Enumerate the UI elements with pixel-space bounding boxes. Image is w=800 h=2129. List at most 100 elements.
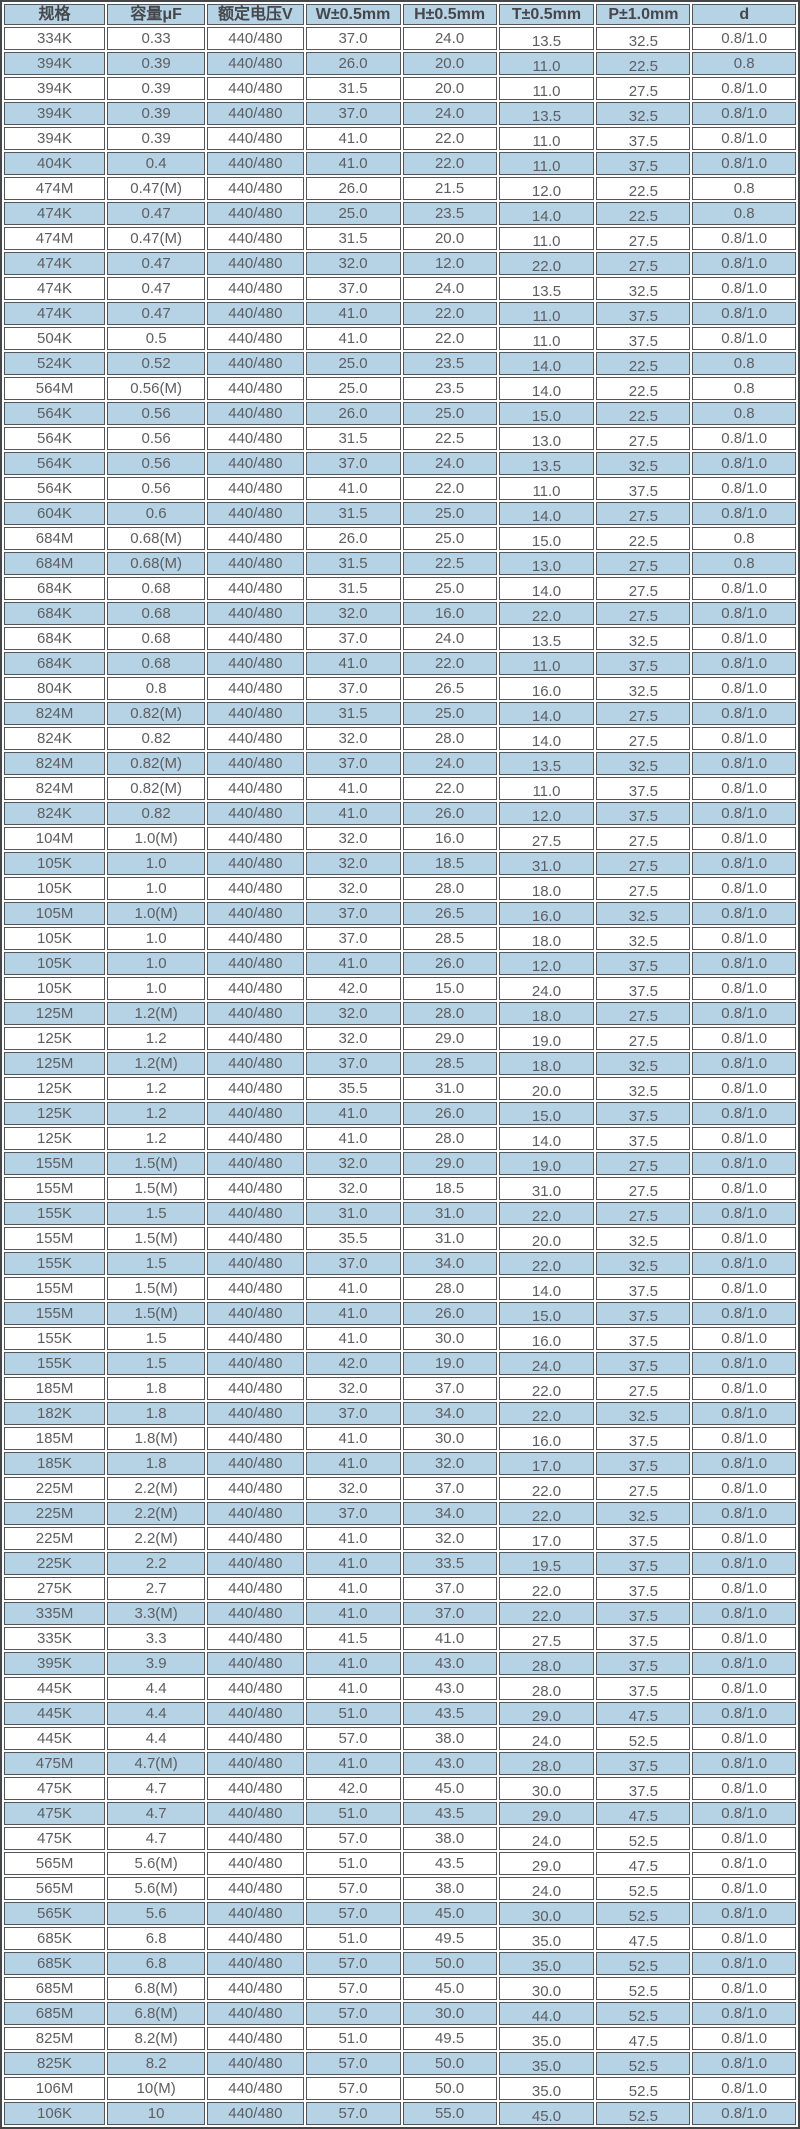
column-header-d: d [692,4,796,25]
cell-p: 27.5 [596,1002,691,1025]
cell-w: 37.0 [305,27,401,50]
cell-spec: 125K [4,1127,106,1150]
cell-w: 41.0 [305,1427,401,1450]
cell-spec: 565M [4,1852,106,1875]
cell-w: 41.5 [305,1627,401,1650]
table-row: 824K 0.82 440/480 32.0 28.0 14.0 27.5 0.8/1.0 [4,727,796,750]
column-header-capacity: 容量μF [107,4,206,25]
cell-h: 25.0 [402,577,497,600]
cell-spec: 155K [4,1202,106,1225]
cell-h: 23.5 [402,202,497,225]
cell-t: 11.0 [498,477,595,500]
cell-t: 19.0 [498,1027,595,1050]
table-row: 105K 1.0 440/480 42.0 15.0 24.0 37.5 0.8/1.0 [4,977,796,1000]
cell-voltage: 440/480 [207,202,304,225]
cell-h: 28.0 [402,727,497,750]
cell-p: 27.5 [596,1177,691,1200]
cell-capacity: 0.56 [107,402,206,425]
cell-capacity: 4.7 [107,1827,206,1850]
cell-p: 37.5 [596,1327,691,1350]
cell-p: 37.5 [596,152,691,175]
cell-t: 14.0 [498,1127,595,1150]
cell-h: 34.0 [402,1502,497,1525]
cell-t: 22.0 [498,1402,595,1425]
cell-h: 34.0 [402,1402,497,1425]
cell-voltage: 440/480 [207,1527,304,1550]
cell-p: 27.5 [596,827,691,850]
cell-capacity: 0.47 [107,302,206,325]
table-row: 524K 0.52 440/480 25.0 23.5 14.0 22.5 0.8 [4,352,796,375]
cell-t: 13.0 [498,552,595,575]
table-row: 105K 1.0 440/480 32.0 28.0 18.0 27.5 0.8/1.0 [4,877,796,900]
cell-voltage: 440/480 [207,127,304,150]
cell-w: 41.0 [305,1602,401,1625]
cell-spec: 106M [4,2077,106,2100]
cell-w: 42.0 [305,1777,401,1800]
cell-spec: 684K [4,577,106,600]
cell-capacity: 1.0 [107,852,206,875]
cell-voltage: 440/480 [207,827,304,850]
table-row: 684M 0.68(M) 440/480 26.0 25.0 15.0 22.5 0.8 [4,527,796,550]
cell-spec: 685K [4,1952,106,1975]
cell-d: 0.8/1.0 [692,127,796,150]
cell-voltage: 440/480 [207,902,304,925]
cell-spec: 684M [4,527,106,550]
table-row: 125K 1.2 440/480 41.0 26.0 15.0 37.5 0.8/1.0 [4,1102,796,1125]
cell-h: 49.5 [402,2027,497,2050]
cell-h: 50.0 [402,2077,497,2100]
cell-d: 0.8 [692,352,796,375]
cell-voltage: 440/480 [207,677,304,700]
cell-p: 22.5 [596,52,691,75]
cell-w: 37.0 [305,277,401,300]
cell-voltage: 440/480 [207,1927,304,1950]
cell-capacity: 0.8 [107,677,206,700]
cell-t: 14.0 [498,502,595,525]
cell-d: 0.8/1.0 [692,502,796,525]
cell-voltage: 440/480 [207,502,304,525]
cell-voltage: 440/480 [207,352,304,375]
cell-d: 0.8/1.0 [692,277,796,300]
cell-d: 0.8 [692,552,796,575]
cell-t: 35.0 [498,2077,595,2100]
cell-h: 18.5 [402,852,497,875]
cell-spec: 825M [4,2027,106,2050]
cell-w: 51.0 [305,1802,401,1825]
cell-spec: 394K [4,102,106,125]
cell-p: 32.5 [596,677,691,700]
cell-capacity: 0.68 [107,627,206,650]
cell-p: 37.5 [596,1552,691,1575]
cell-p: 47.5 [596,1702,691,1725]
cell-t: 24.0 [498,1827,595,1850]
cell-w: 57.0 [305,1827,401,1850]
table-row: 155K 1.5 440/480 37.0 34.0 22.0 32.5 0.8/1.0 [4,1252,796,1275]
cell-t: 16.0 [498,1327,595,1350]
cell-w: 41.0 [305,1677,401,1700]
cell-p: 32.5 [596,1227,691,1250]
cell-capacity: 0.56 [107,477,206,500]
cell-d: 0.8/1.0 [692,627,796,650]
cell-w: 31.5 [305,552,401,575]
cell-t: 16.0 [498,1427,595,1450]
cell-capacity: 8.2(M) [107,2027,206,2050]
cell-spec: 565K [4,1902,106,1925]
cell-d: 0.8/1.0 [692,452,796,475]
cell-w: 41.0 [305,1327,401,1350]
cell-p: 27.5 [596,427,691,450]
cell-spec: 504K [4,327,106,350]
cell-d: 0.8/1.0 [692,702,796,725]
cell-w: 41.0 [305,1552,401,1575]
table-row: 564K 0.56 440/480 31.5 22.5 13.0 27.5 0.8/1.0 [4,427,796,450]
table-row: 475K 4.7 440/480 42.0 45.0 30.0 37.5 0.8/1.0 [4,1777,796,1800]
cell-t: 17.0 [498,1527,595,1550]
cell-h: 23.5 [402,352,497,375]
cell-t: 18.0 [498,877,595,900]
cell-p: 37.5 [596,1452,691,1475]
cell-d: 0.8/1.0 [692,802,796,825]
cell-p: 47.5 [596,2027,691,2050]
cell-t: 24.0 [498,1727,595,1750]
cell-d: 0.8/1.0 [692,1402,796,1425]
cell-voltage: 440/480 [207,1827,304,1850]
cell-p: 27.5 [596,852,691,875]
cell-capacity: 1.8 [107,1402,206,1425]
cell-p: 52.5 [596,2102,691,2125]
